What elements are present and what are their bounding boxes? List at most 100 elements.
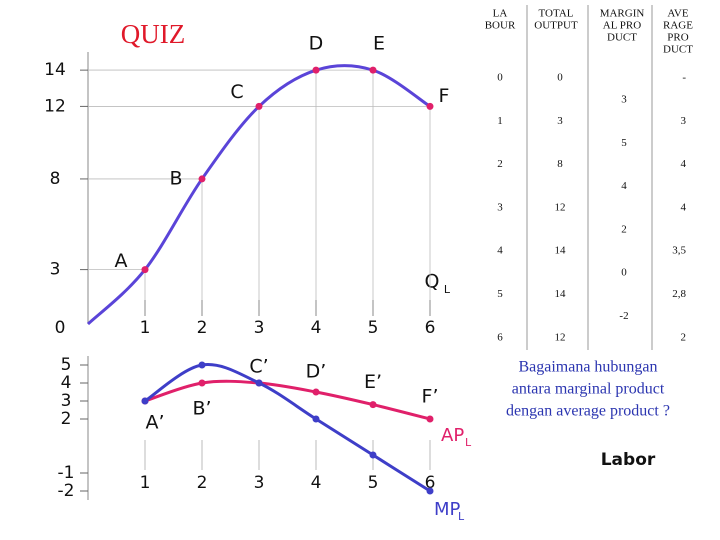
table-cell: 3,5 — [672, 245, 686, 257]
tp-point — [198, 175, 206, 183]
table-header: PRO — [667, 32, 688, 44]
table-cell: 3 — [621, 94, 627, 106]
x-axis-label: Q — [425, 271, 440, 293]
table-cell: 14 — [555, 245, 567, 257]
table-header: OUTPUT — [534, 20, 578, 32]
y-tick-label: 8 — [50, 169, 61, 189]
table-header: DUCT — [607, 32, 637, 44]
point-label: F’ — [422, 386, 439, 408]
y-tick-label: -2 — [58, 481, 75, 501]
y-tick-label: 14 — [44, 60, 66, 80]
x-axis-label-sub: L — [444, 283, 451, 296]
y-tick-label: 4 — [61, 373, 72, 393]
point-label: A’ — [145, 412, 164, 434]
labor-label: Labor — [601, 450, 656, 470]
y-tick-label: 3 — [50, 260, 61, 280]
x-tick-label: 6 — [425, 318, 436, 338]
point-label: C’ — [249, 356, 268, 378]
x-tick-label: 4 — [311, 473, 322, 493]
y-tick-label: 12 — [44, 96, 66, 116]
table-cell: 0 — [557, 72, 563, 84]
point-label: D — [309, 33, 324, 55]
slide-title: QUIZ — [121, 19, 185, 49]
x-tick-label: 1 — [140, 473, 151, 493]
tp-point — [312, 66, 320, 74]
table-header: AL PRO — [603, 20, 641, 32]
table-header: BOUR — [485, 20, 516, 32]
table-cell: 3 — [681, 115, 687, 127]
table-cell: 12 — [555, 201, 566, 213]
curve-point — [426, 487, 434, 495]
table-cell: 3 — [557, 115, 563, 127]
table-header: AVE — [667, 8, 688, 20]
point-label: E’ — [364, 371, 382, 393]
table-cell: 2 — [621, 223, 627, 235]
x-tick-label: 4 — [311, 318, 322, 338]
table-header: DUCT — [663, 44, 693, 56]
point-label: F — [439, 85, 450, 107]
x-tick-label: 5 — [368, 473, 379, 493]
x-tick-label: 2 — [197, 318, 208, 338]
x-tick-label: 3 — [254, 318, 265, 338]
table-cell: 0 — [497, 72, 503, 84]
x-tick-label: 6 — [425, 473, 436, 493]
tp-point — [369, 66, 377, 74]
curve — [144, 379, 431, 421]
table-cell: 4 — [621, 180, 627, 192]
y-tick-label: 3 — [61, 391, 72, 411]
curve-point — [369, 451, 377, 459]
table-cell: 14 — [555, 288, 567, 300]
table-cell: 4 — [681, 201, 687, 213]
y-tick-label: -1 — [58, 463, 75, 483]
point-label: A — [115, 250, 128, 272]
legend-label-sub: L — [458, 510, 465, 523]
point-label: B — [169, 167, 182, 189]
point-label: E — [373, 33, 385, 55]
table-cell: 2 — [681, 331, 687, 343]
table-cell: 3 — [497, 201, 503, 213]
table-cell: -2 — [619, 310, 628, 322]
curve-point — [426, 415, 434, 423]
curve-point — [198, 361, 206, 369]
table-cell: 5 — [497, 288, 503, 300]
x-tick-label: 5 — [368, 318, 379, 338]
legend-label: MP — [434, 499, 461, 520]
y-tick-label: 5 — [61, 355, 72, 375]
curve-point — [198, 379, 206, 387]
table-header: LA — [493, 8, 508, 20]
table-cell: 8 — [557, 158, 563, 170]
table-cell: 6 — [497, 331, 503, 343]
table-cell: 2,8 — [672, 288, 686, 300]
table-cell: - — [682, 72, 686, 84]
curve — [144, 363, 431, 493]
point-label: C — [230, 81, 243, 103]
legend-label-sub: L — [465, 436, 472, 449]
table-cell: 2 — [497, 158, 503, 170]
table-cell: 1 — [497, 115, 503, 127]
x-tick-label: 0 — [55, 318, 66, 338]
point-label: D’ — [306, 361, 327, 383]
table-cell: 12 — [555, 331, 566, 343]
curve-point — [255, 379, 263, 387]
x-tick-label: 3 — [254, 473, 265, 493]
table-header: TOTAL — [539, 8, 574, 20]
y-tick-label: 2 — [61, 409, 72, 429]
tp-point — [255, 102, 263, 110]
question-line: antara marginal product — [512, 381, 665, 398]
curve-point — [141, 397, 149, 405]
table-cell: 4 — [681, 158, 687, 170]
x-tick-label: 1 — [140, 318, 151, 338]
curve-point — [312, 388, 320, 396]
legend-label: AP — [441, 425, 464, 446]
table-cell: 4 — [497, 245, 503, 257]
question-line: Bagaimana hubungan — [518, 359, 657, 376]
question-line: dengan average product ? — [506, 403, 670, 420]
tp-point — [426, 102, 434, 110]
table-header: RAGE — [663, 20, 693, 32]
curve-point — [369, 401, 377, 409]
table-cell: 0 — [621, 267, 627, 279]
point-label: B’ — [192, 398, 211, 420]
tp-point — [141, 266, 149, 274]
x-tick-label: 2 — [197, 473, 208, 493]
